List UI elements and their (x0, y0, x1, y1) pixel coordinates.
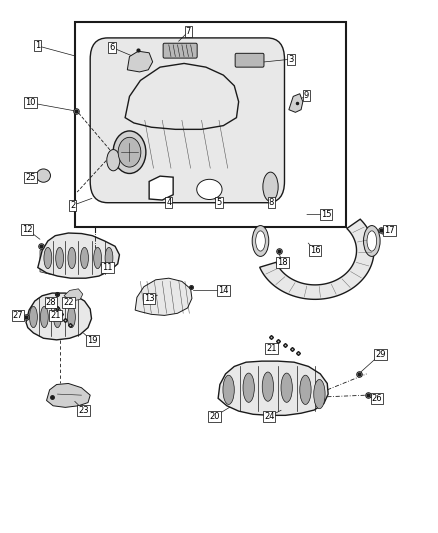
Text: 9: 9 (304, 91, 309, 100)
Polygon shape (125, 63, 239, 130)
Polygon shape (289, 94, 303, 112)
Text: 24: 24 (264, 412, 275, 421)
Text: 13: 13 (144, 294, 155, 303)
Polygon shape (260, 219, 374, 300)
Ellipse shape (243, 373, 254, 402)
Text: 14: 14 (218, 286, 229, 295)
Ellipse shape (53, 306, 61, 328)
Text: 8: 8 (268, 198, 274, 207)
Ellipse shape (262, 372, 274, 401)
Text: 1: 1 (35, 42, 40, 51)
Text: 3: 3 (288, 55, 294, 63)
Polygon shape (28, 294, 89, 338)
FancyBboxPatch shape (90, 38, 285, 203)
Ellipse shape (36, 169, 50, 182)
FancyBboxPatch shape (235, 53, 264, 67)
Text: 29: 29 (375, 350, 386, 359)
Polygon shape (46, 383, 90, 407)
Ellipse shape (197, 179, 222, 199)
Ellipse shape (113, 131, 146, 173)
Text: 2: 2 (70, 201, 75, 210)
Text: 28: 28 (46, 298, 56, 307)
Polygon shape (26, 293, 92, 340)
Polygon shape (135, 278, 192, 316)
Polygon shape (149, 176, 173, 200)
Ellipse shape (107, 150, 120, 171)
Polygon shape (127, 51, 152, 72)
Text: 26: 26 (372, 394, 382, 403)
Polygon shape (40, 239, 115, 276)
Text: 15: 15 (321, 210, 331, 219)
Text: 12: 12 (21, 225, 32, 234)
Text: 23: 23 (78, 406, 89, 415)
Text: 20: 20 (209, 412, 220, 421)
Text: 11: 11 (102, 263, 113, 272)
Text: 21: 21 (50, 311, 60, 320)
Text: 19: 19 (87, 336, 98, 345)
Ellipse shape (263, 172, 278, 201)
Text: 16: 16 (310, 246, 320, 255)
Ellipse shape (252, 225, 269, 256)
Ellipse shape (256, 231, 265, 251)
Ellipse shape (29, 306, 37, 328)
Bar (75, 22, 346, 227)
Text: 17: 17 (384, 226, 395, 235)
Text: 6: 6 (110, 43, 115, 52)
Ellipse shape (364, 225, 380, 256)
Text: 10: 10 (25, 98, 35, 107)
Text: 7: 7 (186, 27, 191, 36)
Ellipse shape (56, 247, 64, 269)
Ellipse shape (44, 247, 52, 269)
Ellipse shape (367, 231, 377, 251)
Ellipse shape (105, 247, 113, 269)
Text: 18: 18 (277, 258, 288, 266)
Ellipse shape (223, 375, 234, 405)
Polygon shape (64, 289, 83, 301)
Text: 27: 27 (13, 311, 24, 320)
Polygon shape (38, 233, 120, 278)
Text: 4: 4 (166, 198, 171, 207)
Ellipse shape (40, 306, 48, 328)
Polygon shape (218, 361, 328, 415)
Text: 21: 21 (266, 344, 277, 353)
Text: 25: 25 (25, 173, 35, 182)
Polygon shape (219, 364, 320, 414)
Ellipse shape (300, 375, 311, 405)
Text: 5: 5 (216, 198, 222, 207)
Text: 22: 22 (63, 298, 74, 307)
Ellipse shape (281, 373, 292, 402)
Ellipse shape (94, 247, 102, 269)
Ellipse shape (81, 247, 88, 269)
Ellipse shape (118, 138, 141, 167)
Ellipse shape (68, 247, 76, 269)
Ellipse shape (314, 379, 325, 409)
FancyBboxPatch shape (163, 43, 197, 58)
Ellipse shape (67, 306, 75, 328)
